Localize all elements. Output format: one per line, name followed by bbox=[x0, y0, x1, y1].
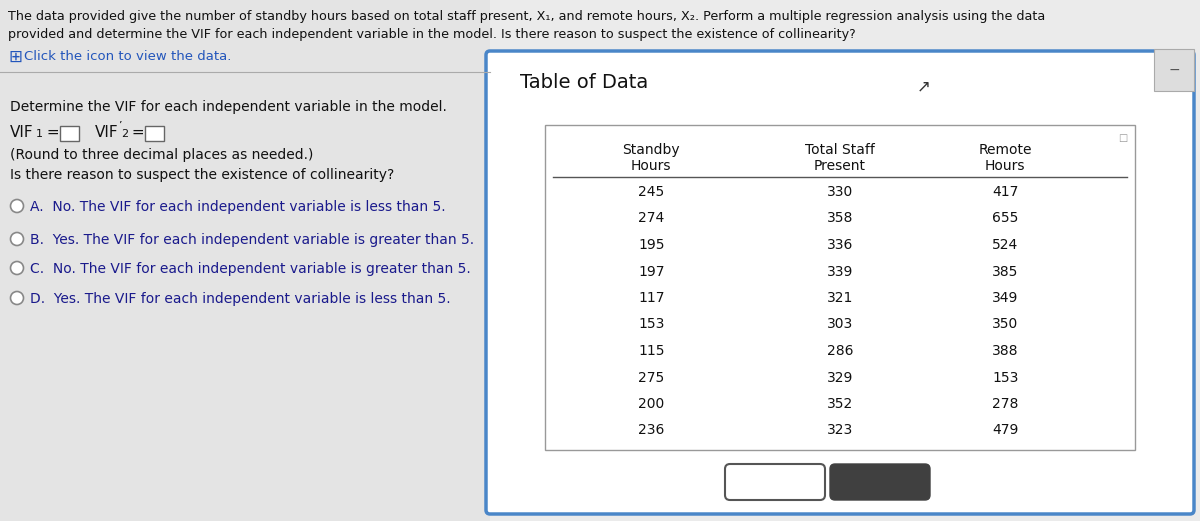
Text: 303: 303 bbox=[827, 317, 853, 331]
Text: 117: 117 bbox=[638, 291, 665, 305]
Text: 286: 286 bbox=[827, 344, 853, 358]
Text: C.  No. The VIF for each independent variable is greater than 5.: C. No. The VIF for each independent vari… bbox=[30, 262, 470, 276]
Text: 323: 323 bbox=[827, 424, 853, 438]
Text: 195: 195 bbox=[638, 238, 665, 252]
Text: 339: 339 bbox=[827, 265, 853, 279]
Text: Remote: Remote bbox=[978, 143, 1032, 157]
Text: The data provided give the number of standby hours based on total staff present,: The data provided give the number of sta… bbox=[8, 10, 1045, 23]
Text: (Round to three decimal places as needed.): (Round to three decimal places as needed… bbox=[10, 148, 313, 162]
Text: 336: 336 bbox=[827, 238, 853, 252]
Text: 200: 200 bbox=[638, 397, 665, 411]
Bar bbox=[0, 0, 490, 521]
Text: ⊞: ⊞ bbox=[8, 48, 22, 66]
Text: 197: 197 bbox=[638, 265, 665, 279]
Bar bbox=[545, 125, 1135, 450]
Circle shape bbox=[11, 292, 24, 304]
Circle shape bbox=[11, 262, 24, 275]
Text: 274: 274 bbox=[638, 212, 665, 226]
Text: 352: 352 bbox=[827, 397, 853, 411]
Text: 385: 385 bbox=[992, 265, 1019, 279]
Text: 350: 350 bbox=[992, 317, 1019, 331]
Text: Table of Data: Table of Data bbox=[520, 73, 648, 92]
Text: 655: 655 bbox=[992, 212, 1019, 226]
FancyBboxPatch shape bbox=[486, 51, 1194, 514]
Text: 115: 115 bbox=[638, 344, 665, 358]
Text: 349: 349 bbox=[992, 291, 1019, 305]
Text: Done: Done bbox=[858, 475, 902, 490]
Text: □: □ bbox=[1117, 133, 1127, 143]
Text: 358: 358 bbox=[827, 212, 853, 226]
Text: Hours: Hours bbox=[985, 159, 1026, 173]
Text: ’: ’ bbox=[118, 121, 121, 131]
Text: 245: 245 bbox=[638, 185, 665, 199]
Text: 524: 524 bbox=[992, 238, 1019, 252]
Text: 278: 278 bbox=[992, 397, 1019, 411]
Text: VIF: VIF bbox=[95, 125, 119, 140]
Text: =: = bbox=[42, 125, 60, 140]
FancyBboxPatch shape bbox=[725, 464, 826, 500]
Text: Total Staff: Total Staff bbox=[805, 143, 875, 157]
Circle shape bbox=[11, 200, 24, 213]
Text: −: − bbox=[1169, 63, 1180, 77]
Text: 2: 2 bbox=[121, 129, 128, 139]
Text: 329: 329 bbox=[827, 370, 853, 384]
Text: A.  No. The VIF for each independent variable is less than 5.: A. No. The VIF for each independent vari… bbox=[30, 200, 445, 214]
Text: 153: 153 bbox=[638, 317, 665, 331]
Text: Is there reason to suspect the existence of collinearity?: Is there reason to suspect the existence… bbox=[10, 168, 395, 182]
Text: 275: 275 bbox=[638, 370, 665, 384]
Text: 388: 388 bbox=[992, 344, 1019, 358]
FancyBboxPatch shape bbox=[60, 126, 79, 141]
Text: Determine the VIF for each independent variable in the model.: Determine the VIF for each independent v… bbox=[10, 100, 446, 114]
Text: 321: 321 bbox=[827, 291, 853, 305]
Text: 330: 330 bbox=[827, 185, 853, 199]
Text: Click the icon to view the data.: Click the icon to view the data. bbox=[24, 50, 232, 63]
Text: 236: 236 bbox=[638, 424, 665, 438]
Text: Hours: Hours bbox=[631, 159, 672, 173]
Text: provided and determine the VIF for each independent variable in the model. Is th: provided and determine the VIF for each … bbox=[8, 28, 856, 41]
FancyBboxPatch shape bbox=[830, 464, 930, 500]
Text: =: = bbox=[127, 125, 145, 140]
Text: 1: 1 bbox=[36, 129, 43, 139]
Text: B.  Yes. The VIF for each independent variable is greater than 5.: B. Yes. The VIF for each independent var… bbox=[30, 233, 474, 247]
Text: ↗: ↗ bbox=[917, 77, 931, 95]
Text: VIF: VIF bbox=[10, 125, 34, 140]
Circle shape bbox=[11, 232, 24, 245]
Text: 417: 417 bbox=[992, 185, 1019, 199]
Text: 479: 479 bbox=[992, 424, 1019, 438]
Text: Present: Present bbox=[814, 159, 866, 173]
Text: Standby: Standby bbox=[623, 143, 680, 157]
FancyBboxPatch shape bbox=[145, 126, 164, 141]
Text: Print: Print bbox=[757, 475, 793, 490]
Text: D.  Yes. The VIF for each independent variable is less than 5.: D. Yes. The VIF for each independent var… bbox=[30, 292, 451, 306]
Text: 153: 153 bbox=[992, 370, 1019, 384]
